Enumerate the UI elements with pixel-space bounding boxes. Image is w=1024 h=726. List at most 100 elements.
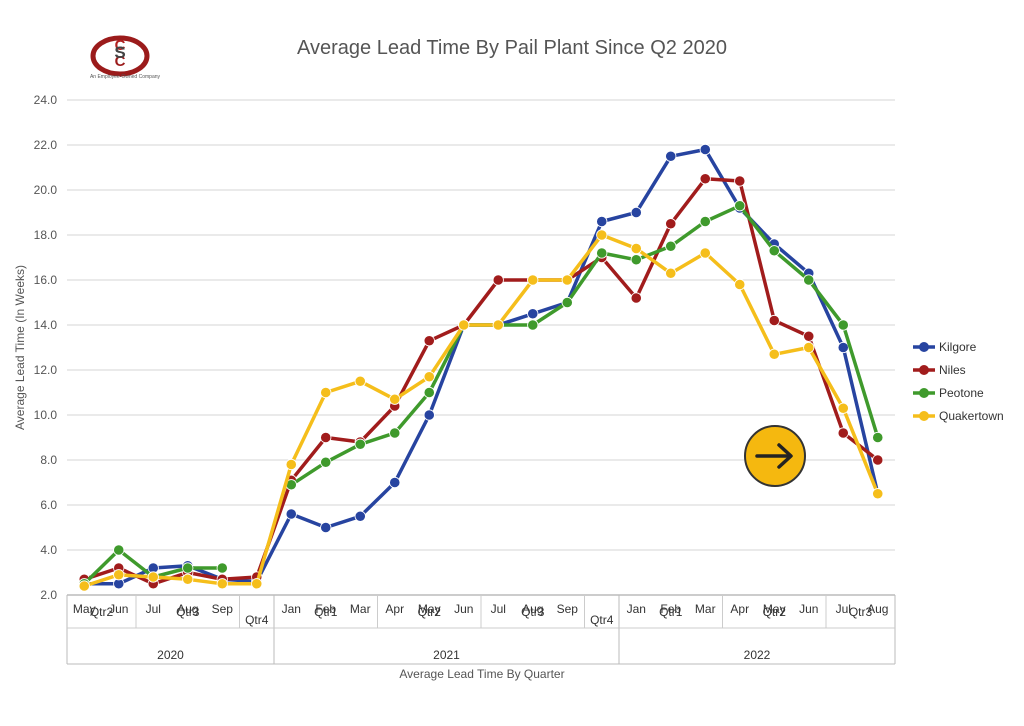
data-point (665, 240, 677, 252)
data-point (699, 215, 711, 228)
y-tick-label: 20.0 (34, 183, 58, 197)
quarter-label: Qtr4 (590, 613, 614, 627)
data-point (665, 267, 677, 279)
year-label: 2022 (744, 648, 771, 662)
y-tick-label: 14.0 (34, 318, 58, 332)
data-point (285, 458, 297, 471)
series-quakertown (78, 229, 884, 592)
series-line (83, 233, 880, 588)
x-tick-label: Sep (557, 602, 579, 616)
y-tick-label: 24.0 (34, 93, 58, 107)
data-point (768, 314, 780, 327)
data-point (113, 544, 125, 556)
y-tick-label: 22.0 (34, 138, 58, 152)
x-tick-label: Jan (627, 602, 646, 616)
grid-lines (67, 99, 895, 596)
year-label: 2020 (157, 648, 184, 662)
next-button[interactable] (744, 425, 806, 487)
data-point (320, 431, 332, 444)
data-point (527, 308, 539, 320)
data-point (458, 319, 470, 331)
series-kilgore (78, 143, 884, 590)
data-point (492, 274, 504, 286)
data-point (561, 296, 573, 309)
next-arrow-icon (755, 443, 793, 469)
data-point (872, 431, 884, 444)
data-point (665, 218, 677, 230)
data-point (665, 150, 677, 162)
logo-letter-bottom: C (115, 53, 126, 70)
y-tick-label: 6.0 (40, 498, 57, 512)
data-point (182, 562, 194, 574)
legend: Kilgore Niles Peotone Quakertown (913, 340, 1004, 423)
x-tick-label: Mar (695, 602, 716, 616)
quarter-label: Qtr2 (418, 605, 442, 619)
data-point (596, 247, 608, 259)
quarter-label: Qtr1 (659, 605, 683, 619)
legend-swatch-marker (919, 411, 929, 421)
data-point (596, 229, 608, 241)
x-tick-label: Jun (454, 602, 473, 616)
y-tick-label: 4.0 (40, 543, 57, 557)
x-tick-label: Jun (799, 602, 818, 616)
data-point (389, 393, 401, 405)
logo-tagline: An Employee-Owned Company (90, 74, 161, 80)
legend-label: Quakertown (939, 409, 1004, 423)
legend-swatch-marker (919, 342, 929, 352)
data-point (734, 278, 746, 291)
data-point (699, 173, 711, 185)
data-point (734, 175, 746, 187)
legend-swatch-marker (919, 388, 929, 398)
x-tick-label: May (763, 602, 786, 616)
x-tick-label: May (418, 602, 441, 616)
data-point (837, 427, 849, 439)
x-tick-label: Apr (730, 602, 749, 616)
x-tick-label: Aug (522, 602, 543, 616)
data-point (527, 274, 539, 286)
data-point (837, 319, 849, 331)
data-point (837, 341, 849, 354)
quarter-label: Qtr3 (849, 605, 873, 619)
data-point (423, 335, 435, 347)
x-tick-label: Jun (109, 602, 128, 616)
data-point (320, 386, 332, 399)
data-point (354, 375, 366, 387)
data-point (320, 521, 332, 534)
x-tick-label: Jul (491, 602, 506, 616)
data-point (423, 371, 435, 383)
data-point (803, 330, 815, 342)
logo-letter-top: C (115, 37, 126, 54)
data-point (872, 488, 884, 500)
data-point (389, 427, 401, 439)
y-axis-ticks: 2.0 4.0 6.0 8.0 10.0 12.0 14.0 16.0 18.0 20.0 22.0… (34, 93, 58, 602)
company-logo: C C S An Employee-Owned Company (90, 35, 161, 80)
data-point (251, 578, 263, 590)
chart-title: Average Lead Time By Pail Plant Since Q2… (297, 37, 727, 59)
data-point (803, 274, 815, 286)
data-point (768, 245, 780, 257)
data-point (561, 274, 573, 286)
data-point (423, 386, 435, 399)
data-point (285, 508, 297, 520)
data-point (320, 456, 332, 468)
data-point (78, 580, 90, 592)
data-point (699, 247, 711, 259)
data-point (147, 571, 159, 583)
x-axis-categories: May Jun Jul Aug Sep Jan Feb Mar Apr May Jun Jul Aug S… (66, 595, 896, 665)
data-point (527, 319, 539, 331)
data-point (837, 402, 849, 414)
quarter-label: Qtr3 (176, 605, 200, 619)
legend-item: Kilgore (913, 340, 977, 354)
legend-label: Peotone (939, 386, 984, 400)
x-tick-label: May (73, 602, 96, 616)
y-axis-label: Average Lead Time (In Weeks) (13, 265, 27, 430)
quarter-label: Qtr3 (521, 605, 545, 619)
data-point (803, 341, 815, 354)
y-tick-label: 12.0 (34, 363, 58, 377)
data-point (872, 454, 884, 466)
legend-label: Niles (939, 363, 966, 377)
y-tick-label: 10.0 (34, 408, 58, 422)
logo-letter-middle: S (114, 43, 125, 62)
